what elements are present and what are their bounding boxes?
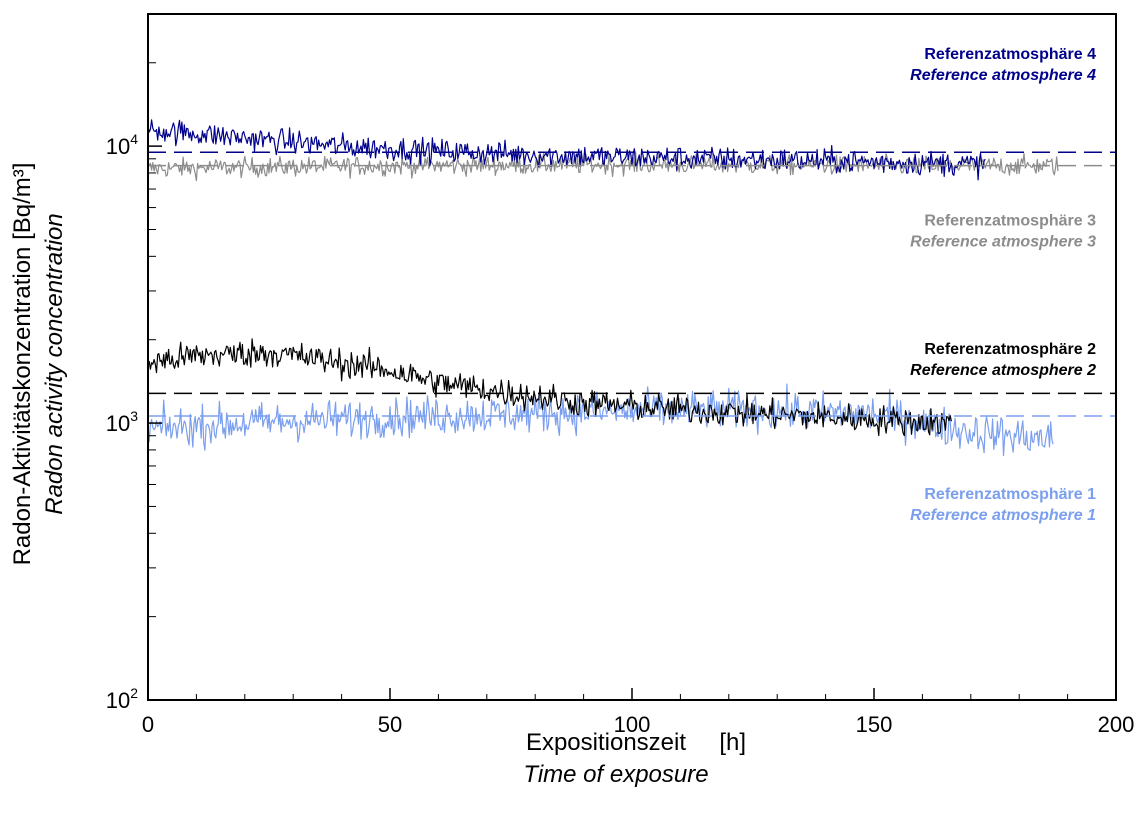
x-axis-title-en: Time of exposure — [523, 761, 708, 788]
series-annotations: Referenzatmosphäre 4 Reference atmosphere… — [910, 46, 1096, 524]
y-tick-label: 102 — [106, 685, 138, 713]
series-line-1 — [147, 119, 986, 181]
series-annotation-en: Reference atmosphere 4 — [910, 67, 1096, 84]
series-line-3 — [147, 338, 952, 437]
series-annotation-en: Reference atmosphere 3 — [910, 233, 1096, 250]
reference-lines — [148, 151, 1116, 417]
series-layer — [147, 119, 1059, 457]
x-tick-label: 200 — [1098, 712, 1135, 737]
series-annotation-de: Referenzatmosphäre 2 — [924, 341, 1096, 358]
series-annotation-de: Referenzatmosphäre 3 — [924, 212, 1096, 229]
x-tick-label: 100 — [614, 712, 651, 737]
x-axis-title: Expositionszeit [h] — [526, 729, 746, 756]
series-annotation-de: Referenzatmosphäre 4 — [924, 46, 1096, 63]
y-axis-title: Radon-Aktivitätskonzentration [Bq/m³] — [9, 163, 36, 566]
y-axis-title-en: Radon activity concentration — [41, 213, 68, 515]
axis-ticks: 0 50 100 150 200 102 103 104 — [106, 62, 1135, 737]
series-annotation-en: Reference atmosphere 2 — [910, 362, 1096, 379]
x-tick-label: 0 — [142, 712, 154, 737]
series-line-4 — [147, 383, 1054, 457]
y-tick-label: 103 — [106, 408, 138, 436]
series-annotation-de: Referenzatmosphäre 1 — [924, 486, 1096, 503]
series-annotation-en: Reference atmosphere 1 — [910, 507, 1096, 524]
y-tick-label: 104 — [106, 131, 138, 159]
x-tick-label: 50 — [378, 712, 402, 737]
x-tick-label: 150 — [856, 712, 893, 737]
